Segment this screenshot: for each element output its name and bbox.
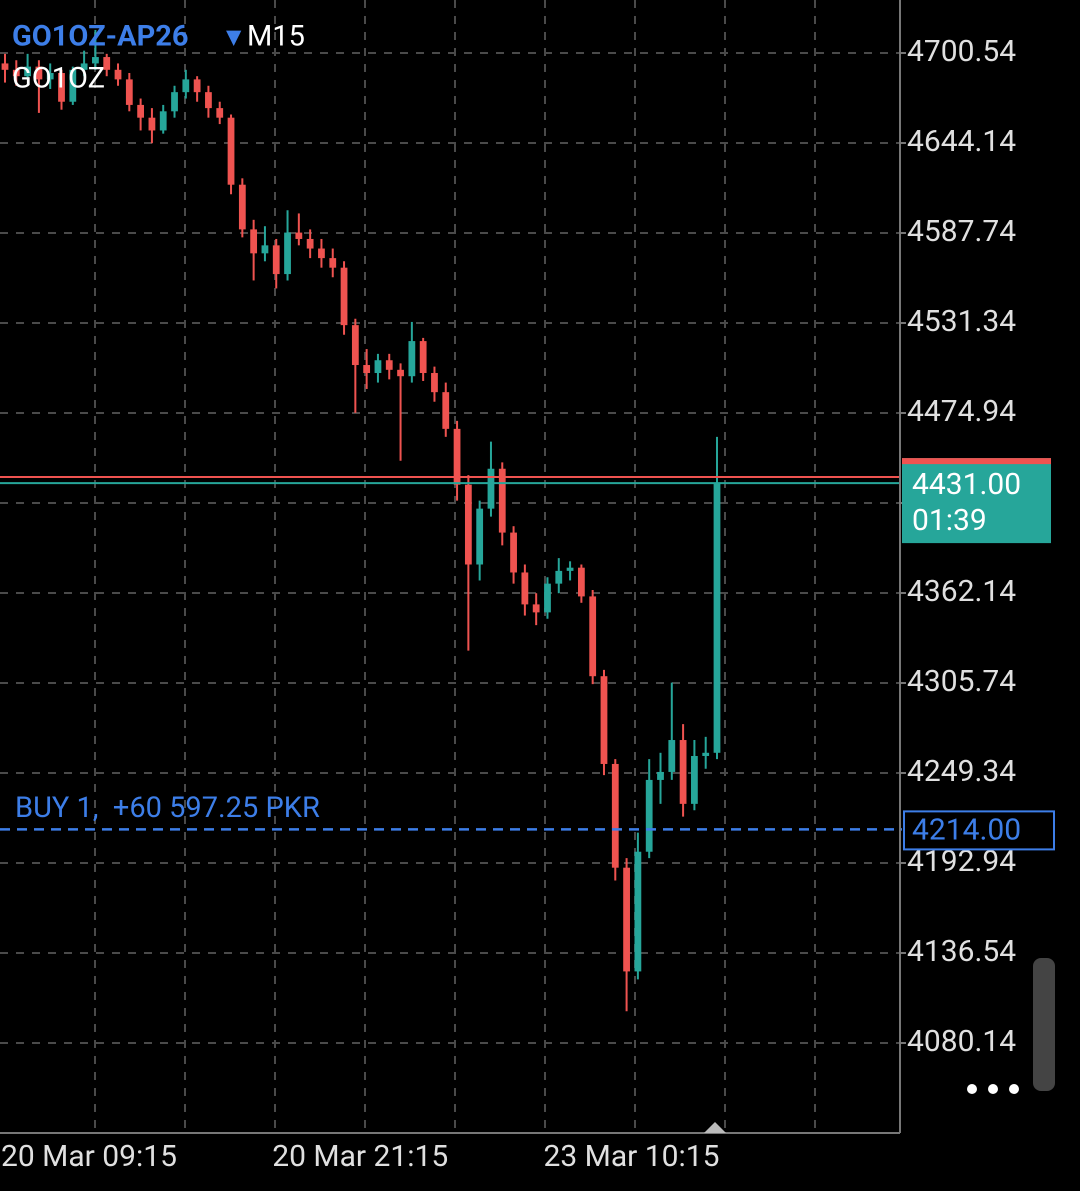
scrollbar[interactable] bbox=[1033, 958, 1055, 1091]
candle-body bbox=[600, 676, 608, 764]
candle-body bbox=[645, 779, 653, 852]
candle-body bbox=[92, 57, 99, 64]
candle-body bbox=[261, 245, 269, 254]
candle-body bbox=[453, 428, 461, 485]
candle-body bbox=[634, 851, 642, 972]
buy-price-label: 4214.00 bbox=[912, 812, 1021, 847]
candle-body bbox=[521, 572, 529, 605]
candle-body bbox=[498, 468, 506, 533]
candle-body bbox=[589, 596, 597, 677]
candle-body bbox=[182, 79, 190, 93]
candle-body bbox=[464, 484, 472, 565]
candle-body bbox=[69, 69, 77, 102]
candle-body bbox=[125, 79, 133, 105]
candle-body bbox=[46, 73, 54, 80]
candle-body bbox=[408, 341, 416, 377]
current-price-label: 4431.00 bbox=[912, 467, 1021, 502]
y-tick-label: 4531.34 bbox=[907, 304, 1016, 339]
dot bbox=[988, 1084, 998, 1094]
countdown: 01:39 bbox=[912, 503, 987, 538]
y-tick-label: 4587.74 bbox=[907, 214, 1016, 249]
y-tick-label: 4474.94 bbox=[907, 394, 1016, 429]
more-menu[interactable] bbox=[967, 1084, 1019, 1094]
y-tick-label: 4700.54 bbox=[907, 34, 1016, 69]
candle-body bbox=[103, 57, 111, 70]
symbol-dropdown[interactable]: ▼ bbox=[226, 24, 242, 48]
price-box bbox=[902, 458, 1051, 544]
candle-body bbox=[284, 232, 291, 275]
y-tick-label: 4136.54 bbox=[907, 934, 1016, 969]
candle-body bbox=[431, 373, 438, 393]
candle-body bbox=[12, 69, 20, 77]
candle-body bbox=[702, 752, 710, 756]
candle-body bbox=[487, 468, 495, 509]
candle-body bbox=[318, 248, 325, 259]
candle-body bbox=[611, 763, 619, 868]
candle-body bbox=[397, 369, 404, 377]
candle-body bbox=[566, 567, 574, 571]
dot bbox=[967, 1084, 977, 1094]
candle-body bbox=[713, 483, 721, 753]
buy-order-label[interactable]: BUY 1, +60 597.25 PKR bbox=[15, 791, 320, 825]
y-tick-label: 4644.14 bbox=[907, 124, 1016, 159]
candle-body bbox=[295, 232, 303, 239]
candle-body bbox=[35, 66, 43, 80]
buy-price-box bbox=[903, 810, 1055, 851]
candle-body bbox=[272, 245, 280, 275]
candle-body bbox=[80, 63, 88, 70]
candle-body bbox=[238, 184, 246, 230]
candle-body bbox=[148, 117, 156, 131]
price-box-ask-strip bbox=[902, 458, 1051, 465]
candle-body bbox=[385, 360, 393, 370]
candle-body bbox=[171, 92, 178, 112]
candle-body bbox=[227, 117, 235, 185]
candle-body bbox=[679, 740, 687, 804]
candle-body bbox=[1, 63, 9, 70]
candle-body bbox=[532, 604, 540, 613]
candle-body bbox=[329, 258, 337, 268]
candle-body bbox=[250, 229, 258, 254]
candle-body bbox=[374, 360, 382, 374]
candle-body bbox=[668, 740, 676, 772]
symbol[interactable]: GO1OZ-AP26 bbox=[12, 20, 189, 54]
candle-body bbox=[351, 325, 359, 366]
y-tick-label: 4249.34 bbox=[907, 754, 1016, 789]
scroll-marker[interactable] bbox=[704, 1122, 726, 1133]
dot bbox=[1009, 1084, 1019, 1094]
x-tick-label: 20 Mar 21:15 bbox=[272, 1139, 448, 1174]
candle-body bbox=[691, 755, 698, 804]
candle-body bbox=[577, 567, 585, 597]
candle-body bbox=[476, 508, 484, 565]
timeframe[interactable]: M15 bbox=[247, 20, 305, 54]
candle-body bbox=[544, 583, 551, 613]
candle-body bbox=[306, 238, 314, 249]
candle-body bbox=[137, 104, 145, 118]
candle-body bbox=[340, 267, 348, 326]
candle-body bbox=[114, 69, 122, 80]
candle-body bbox=[24, 66, 31, 77]
candle-body bbox=[442, 392, 450, 429]
description: GO1OZ bbox=[12, 62, 105, 96]
candle-body bbox=[657, 771, 664, 780]
candle-body bbox=[555, 570, 563, 584]
y-tick-label: 4080.14 bbox=[907, 1024, 1016, 1059]
x-tick-label: 23 Mar 10:15 bbox=[543, 1139, 719, 1174]
x-tick-label: 20 Mar 09:15 bbox=[1, 1139, 177, 1174]
y-tick-label: 4305.74 bbox=[907, 664, 1016, 699]
candle-body bbox=[623, 867, 630, 972]
candle-body bbox=[205, 92, 212, 109]
candle-body bbox=[159, 111, 167, 131]
candle-body bbox=[216, 108, 224, 118]
candle-body bbox=[510, 532, 517, 573]
candle-body bbox=[58, 73, 65, 102]
candle-body bbox=[193, 79, 201, 93]
candle-body bbox=[363, 365, 371, 374]
candle-body bbox=[419, 341, 427, 374]
y-tick-label: 4362.14 bbox=[907, 574, 1016, 609]
